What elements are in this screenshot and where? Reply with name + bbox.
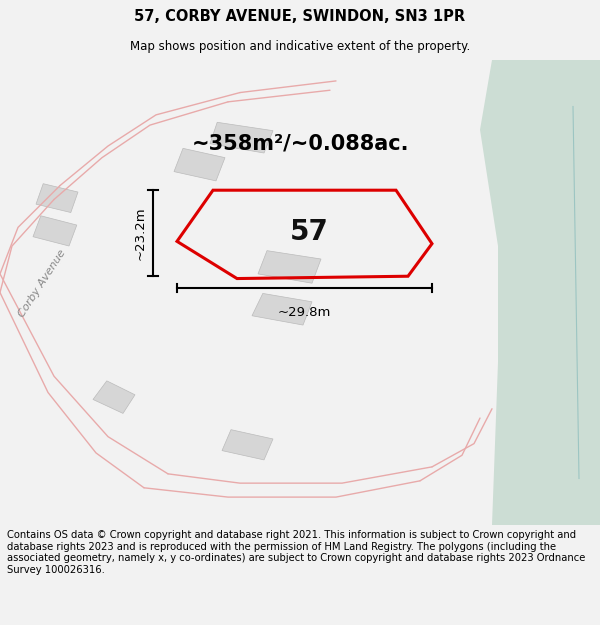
Text: Map shows position and indicative extent of the property.: Map shows position and indicative extent… <box>130 40 470 53</box>
Polygon shape <box>480 60 600 525</box>
Polygon shape <box>33 216 77 246</box>
Text: 57: 57 <box>290 218 328 246</box>
Polygon shape <box>258 251 321 283</box>
Text: Corby Avenue: Corby Avenue <box>16 248 68 319</box>
Polygon shape <box>174 148 225 181</box>
Polygon shape <box>210 122 273 153</box>
Polygon shape <box>93 381 135 413</box>
Polygon shape <box>252 293 312 325</box>
Polygon shape <box>36 184 78 213</box>
Text: ~358m²/~0.088ac.: ~358m²/~0.088ac. <box>191 134 409 154</box>
Text: ~29.8m: ~29.8m <box>278 306 331 319</box>
Text: ~23.2m: ~23.2m <box>133 206 146 260</box>
Text: 57, CORBY AVENUE, SWINDON, SN3 1PR: 57, CORBY AVENUE, SWINDON, SN3 1PR <box>134 9 466 24</box>
Text: Contains OS data © Crown copyright and database right 2021. This information is : Contains OS data © Crown copyright and d… <box>7 530 586 575</box>
Polygon shape <box>222 429 273 460</box>
